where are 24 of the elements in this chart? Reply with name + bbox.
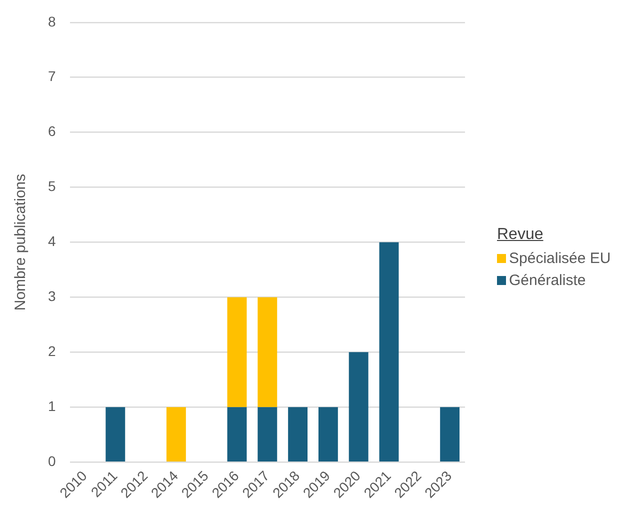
bar bbox=[227, 407, 247, 462]
y-tick-label: 7 bbox=[48, 68, 56, 84]
bar bbox=[318, 407, 338, 462]
legend-label: Généraliste bbox=[509, 272, 586, 289]
y-tick-label: 0 bbox=[48, 452, 56, 469]
legend-title: Revue bbox=[497, 226, 544, 244]
y-tick-label: 6 bbox=[48, 123, 56, 140]
bar bbox=[166, 407, 186, 462]
bar bbox=[258, 407, 278, 462]
bar bbox=[348, 352, 368, 462]
y-tick-label: 5 bbox=[48, 178, 56, 194]
bar bbox=[288, 407, 308, 462]
bar bbox=[440, 407, 460, 462]
bar bbox=[379, 242, 399, 462]
y-tick-label: 2 bbox=[48, 343, 56, 360]
y-tick-label: 1 bbox=[48, 398, 56, 414]
bar bbox=[227, 297, 247, 408]
y-tick-label: 4 bbox=[48, 233, 56, 250]
y-tick-label: 3 bbox=[48, 288, 56, 304]
legend-label: Spécialisée EU bbox=[509, 250, 611, 267]
y-tick-label: 8 bbox=[48, 13, 56, 30]
bar bbox=[106, 407, 126, 462]
bar bbox=[258, 297, 278, 408]
y-axis-title: Nombre publications bbox=[12, 174, 30, 311]
